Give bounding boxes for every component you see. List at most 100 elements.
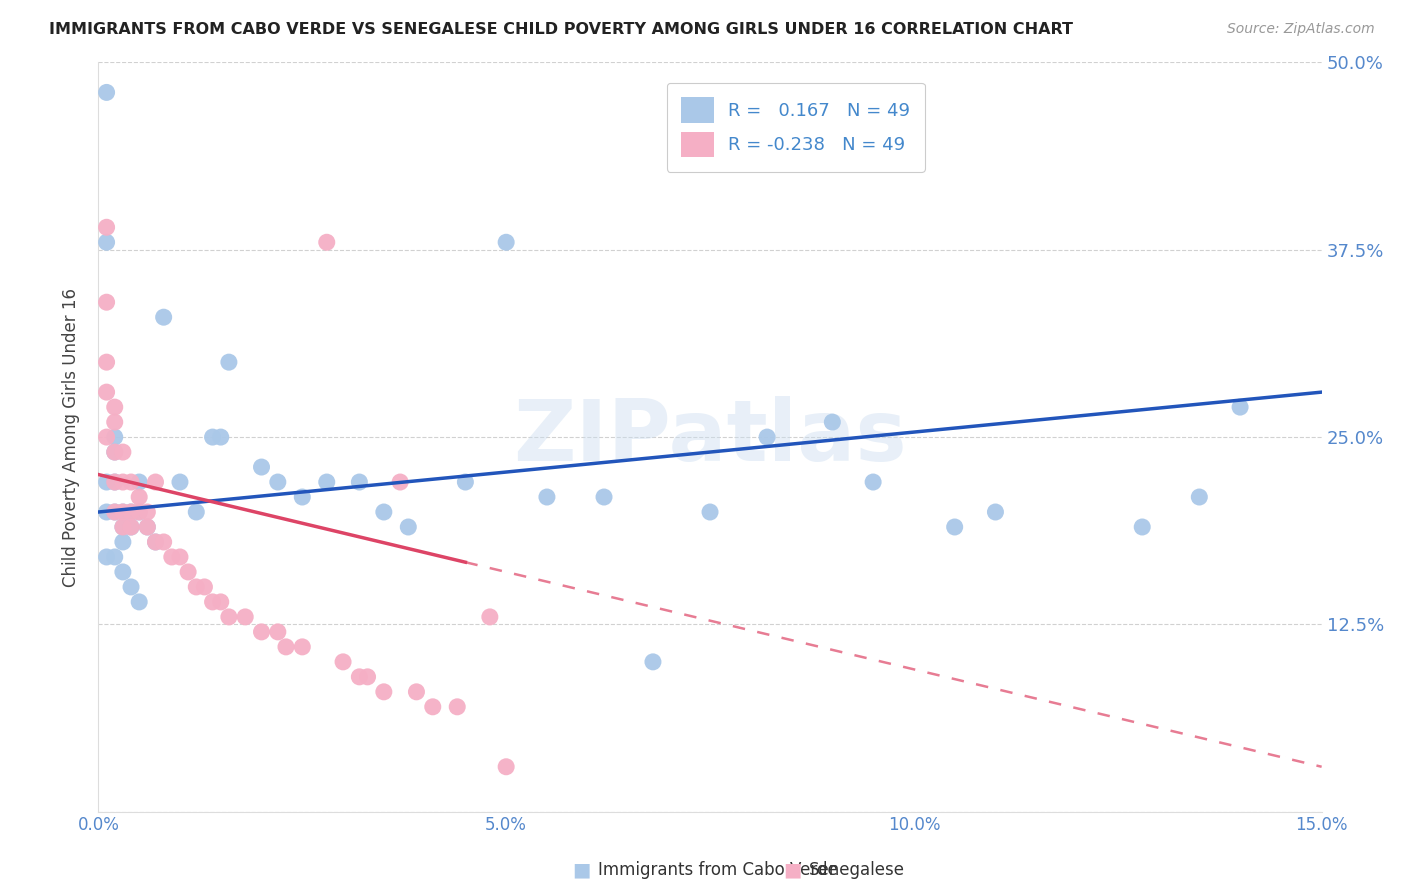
Point	[136, 520, 159, 534]
Point	[699, 505, 721, 519]
Point	[136, 520, 159, 534]
Point	[120, 505, 142, 519]
Point	[111, 520, 134, 534]
Point	[250, 624, 273, 639]
Point	[104, 475, 127, 489]
Point	[96, 86, 118, 100]
Point	[169, 549, 191, 564]
Point	[104, 445, 127, 459]
Point	[209, 595, 232, 609]
Point	[145, 535, 167, 549]
Point	[104, 415, 127, 429]
Point	[145, 475, 167, 489]
Point	[96, 475, 118, 489]
Point	[478, 610, 501, 624]
Point	[128, 595, 150, 609]
Point	[96, 385, 118, 400]
Text: ■: ■	[572, 860, 591, 880]
Point	[943, 520, 966, 534]
Point	[422, 699, 444, 714]
Point	[111, 445, 134, 459]
Point	[96, 505, 118, 519]
Point	[177, 565, 200, 579]
Point	[349, 475, 371, 489]
Point	[96, 355, 118, 369]
Point	[274, 640, 297, 654]
Point	[111, 505, 134, 519]
Point	[120, 475, 142, 489]
Point	[152, 535, 174, 549]
Point	[201, 595, 224, 609]
Point	[104, 445, 127, 459]
Text: IMMIGRANTS FROM CABO VERDE VS SENEGALESE CHILD POVERTY AMONG GIRLS UNDER 16 CORR: IMMIGRANTS FROM CABO VERDE VS SENEGALESE…	[49, 22, 1073, 37]
Point	[862, 475, 884, 489]
Point	[104, 430, 127, 444]
Text: ZIPatlas: ZIPatlas	[513, 395, 907, 479]
Point	[169, 475, 191, 489]
Point	[454, 475, 477, 489]
Point	[120, 520, 142, 534]
Text: 10.0%: 10.0%	[887, 816, 941, 834]
Point	[186, 580, 208, 594]
Point	[332, 655, 354, 669]
Text: Senegalese: Senegalese	[808, 861, 904, 879]
Point	[291, 640, 314, 654]
Point	[96, 430, 118, 444]
Point	[315, 475, 337, 489]
Point	[593, 490, 616, 504]
Point	[373, 685, 395, 699]
Point	[96, 235, 118, 250]
Point	[267, 624, 290, 639]
Point	[128, 505, 150, 519]
Point	[152, 310, 174, 325]
Text: Immigrants from Cabo Verde: Immigrants from Cabo Verde	[598, 861, 838, 879]
Text: ■: ■	[783, 860, 801, 880]
Point	[104, 400, 127, 414]
Point	[984, 505, 1007, 519]
Point	[104, 505, 127, 519]
Point	[193, 580, 215, 594]
Point	[111, 475, 134, 489]
Point	[201, 430, 224, 444]
Point	[186, 505, 208, 519]
Point	[96, 549, 118, 564]
Point	[128, 490, 150, 504]
Point	[291, 490, 314, 504]
Point	[396, 520, 419, 534]
Point	[536, 490, 558, 504]
Point	[145, 535, 167, 549]
Point	[405, 685, 427, 699]
Point	[821, 415, 844, 429]
Point	[160, 549, 183, 564]
Point	[96, 220, 118, 235]
Point	[1188, 490, 1211, 504]
Point	[356, 670, 378, 684]
Point	[389, 475, 412, 489]
Point	[128, 505, 150, 519]
Point	[373, 505, 395, 519]
Point	[495, 235, 517, 250]
Point	[209, 430, 232, 444]
Text: Source: ZipAtlas.com: Source: ZipAtlas.com	[1227, 22, 1375, 37]
Text: 15.0%: 15.0%	[1295, 816, 1348, 834]
Point	[96, 295, 118, 310]
Point	[104, 475, 127, 489]
Point	[250, 460, 273, 475]
Point	[1130, 520, 1153, 534]
Point	[128, 475, 150, 489]
Point	[104, 505, 127, 519]
Point	[111, 535, 134, 549]
Point	[111, 565, 134, 579]
Text: 5.0%: 5.0%	[485, 816, 527, 834]
Point	[233, 610, 256, 624]
Point	[136, 505, 159, 519]
Point	[111, 505, 134, 519]
Point	[495, 760, 517, 774]
Legend: R =   0.167   N = 49, R = -0.238   N = 49: R = 0.167 N = 49, R = -0.238 N = 49	[666, 83, 925, 172]
Point	[120, 580, 142, 594]
Point	[120, 505, 142, 519]
Point	[218, 610, 240, 624]
Y-axis label: Child Poverty Among Girls Under 16: Child Poverty Among Girls Under 16	[62, 287, 80, 587]
Point	[267, 475, 290, 489]
Text: 0.0%: 0.0%	[77, 816, 120, 834]
